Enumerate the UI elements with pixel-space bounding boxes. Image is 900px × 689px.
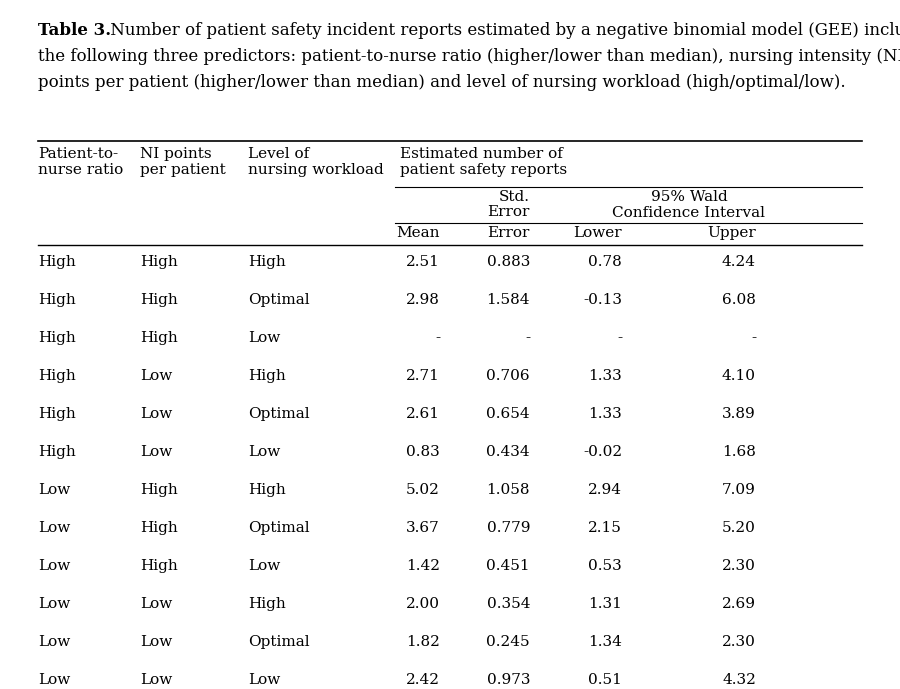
Text: Low: Low [248,673,280,687]
Text: High: High [248,369,286,383]
Text: 0.83: 0.83 [406,445,440,459]
Text: 1.42: 1.42 [406,559,440,573]
Text: Low: Low [140,597,172,611]
Text: 2.71: 2.71 [406,369,440,383]
Text: 2.61: 2.61 [406,407,440,421]
Text: Low: Low [38,673,70,687]
Text: Patient-to-
nurse ratio: Patient-to- nurse ratio [38,147,123,177]
Text: Optimal: Optimal [248,293,310,307]
Text: Level of
nursing workload: Level of nursing workload [248,147,383,177]
Text: High: High [140,521,178,535]
Text: High: High [248,255,286,269]
Text: High: High [38,445,76,459]
Text: Error: Error [488,205,530,219]
Text: 0.706: 0.706 [486,369,530,383]
Text: 95% Wald
Confidence Interval: 95% Wald Confidence Interval [613,190,766,220]
Text: Low: Low [38,521,70,535]
Text: 2.94: 2.94 [588,483,622,497]
Text: Number of patient safety incident reports estimated by a negative binomial model: Number of patient safety incident report… [105,22,900,39]
Text: 3.89: 3.89 [722,407,756,421]
Text: Error: Error [488,226,530,240]
Text: High: High [248,597,286,611]
Text: High: High [140,331,178,345]
Text: 1.82: 1.82 [406,635,440,649]
Text: 1.33: 1.33 [589,369,622,383]
Text: 2.15: 2.15 [588,521,622,535]
Text: Low: Low [248,331,280,345]
Text: 4.24: 4.24 [722,255,756,269]
Text: Low: Low [38,483,70,497]
Text: Low: Low [140,407,172,421]
Text: High: High [38,255,76,269]
Text: Mean: Mean [397,226,440,240]
Text: Low: Low [140,673,172,687]
Text: NI points
per patient: NI points per patient [140,147,226,177]
Text: 6.08: 6.08 [722,293,756,307]
Text: Estimated number of
patient safety reports: Estimated number of patient safety repor… [400,147,567,177]
Text: -: - [435,331,440,345]
Text: 1.34: 1.34 [588,635,622,649]
Text: 2.42: 2.42 [406,673,440,687]
Text: 0.451: 0.451 [486,559,530,573]
Text: 0.245: 0.245 [486,635,530,649]
Text: 2.30: 2.30 [722,635,756,649]
Text: 1.33: 1.33 [589,407,622,421]
Text: 3.67: 3.67 [406,521,440,535]
Text: -: - [525,331,530,345]
Text: High: High [38,293,76,307]
Text: 0.654: 0.654 [486,407,530,421]
Text: Low: Low [38,597,70,611]
Text: Upper: Upper [707,226,756,240]
Text: 7.09: 7.09 [722,483,756,497]
Text: High: High [38,369,76,383]
Text: 1.584: 1.584 [487,293,530,307]
Text: 0.779: 0.779 [487,521,530,535]
Text: 2.98: 2.98 [406,293,440,307]
Text: 0.883: 0.883 [487,255,530,269]
Text: 2.00: 2.00 [406,597,440,611]
Text: 0.973: 0.973 [487,673,530,687]
Text: High: High [38,331,76,345]
Text: 4.10: 4.10 [722,369,756,383]
Text: 2.51: 2.51 [406,255,440,269]
Text: -: - [751,331,756,345]
Text: Low: Low [140,445,172,459]
Text: 1.68: 1.68 [722,445,756,459]
Text: High: High [140,483,178,497]
Text: High: High [248,483,286,497]
Text: 0.78: 0.78 [589,255,622,269]
Text: Low: Low [248,559,280,573]
Text: Std.: Std. [499,190,530,204]
Text: Table 3.: Table 3. [38,22,111,39]
Text: 2.69: 2.69 [722,597,756,611]
Text: Low: Low [140,369,172,383]
Text: High: High [140,559,178,573]
Text: 4.32: 4.32 [722,673,756,687]
Text: High: High [140,255,178,269]
Text: -: - [616,331,622,345]
Text: 5.02: 5.02 [406,483,440,497]
Text: points per patient (higher/lower than median) and level of nursing workload (hig: points per patient (higher/lower than me… [38,74,846,91]
Text: High: High [140,293,178,307]
Text: 5.20: 5.20 [722,521,756,535]
Text: Low: Low [38,559,70,573]
Text: 0.53: 0.53 [589,559,622,573]
Text: Optimal: Optimal [248,635,310,649]
Text: 1.31: 1.31 [588,597,622,611]
Text: -0.13: -0.13 [583,293,622,307]
Text: 0.354: 0.354 [487,597,530,611]
Text: -0.02: -0.02 [583,445,622,459]
Text: Low: Low [248,445,280,459]
Text: Low: Low [38,635,70,649]
Text: 1.058: 1.058 [487,483,530,497]
Text: High: High [38,407,76,421]
Text: Lower: Lower [573,226,622,240]
Text: 0.51: 0.51 [588,673,622,687]
Text: 0.434: 0.434 [486,445,530,459]
Text: Optimal: Optimal [248,521,310,535]
Text: Optimal: Optimal [248,407,310,421]
Text: Low: Low [140,635,172,649]
Text: the following three predictors: patient-to-nurse ratio (higher/lower than median: the following three predictors: patient-… [38,48,900,65]
Text: 2.30: 2.30 [722,559,756,573]
